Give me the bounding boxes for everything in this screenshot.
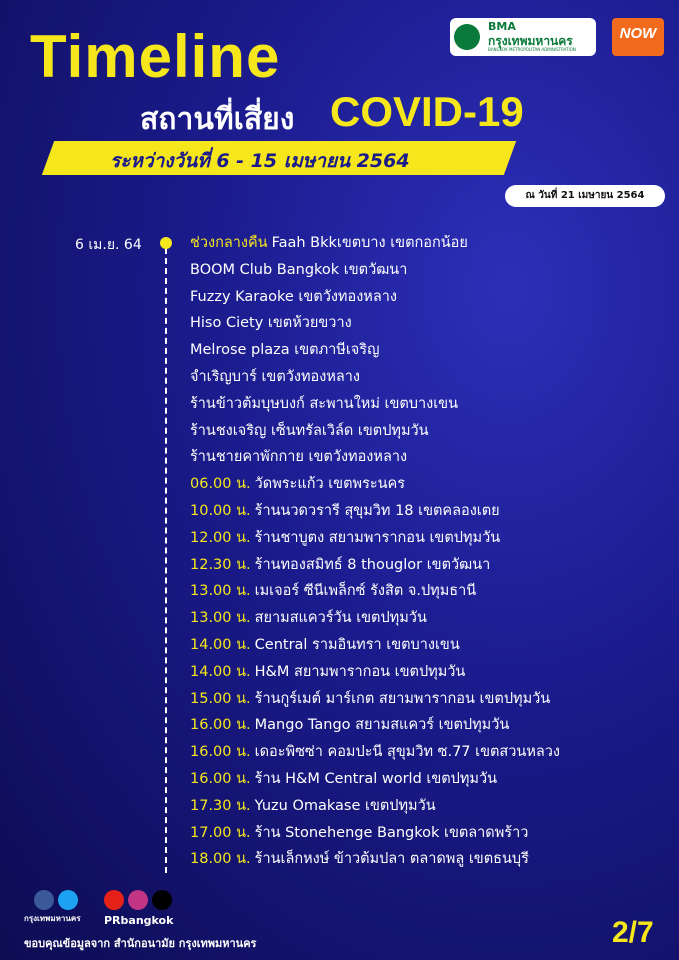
- timeline-item: 06.00 น. วัดพระแก้ว เขตพระนคร: [190, 472, 405, 495]
- tiktok-icon: [152, 890, 172, 910]
- item-text: ร้านข้าวต้มบุษบงก์ สะพานใหม่ เขตบางเขน: [190, 395, 458, 412]
- instagram-icon: [128, 890, 148, 910]
- item-time: 15.00 น.: [190, 690, 251, 707]
- bma-text: BMA: [488, 20, 516, 33]
- item-time: 06.00 น.: [190, 476, 251, 493]
- item-text: Fuzzy Karaoke เขตวังทองหลาง: [190, 288, 397, 305]
- item-text: ร้าน Stonehenge Bangkok เขตลาดพร้าว: [254, 824, 529, 841]
- item-text: ร้านกูร์เมต์ มาร์เกต สยามพารากอน เขตปทุม…: [254, 690, 551, 707]
- timeline-item: 17.30 น. Yuzu Omakase เขตปทุมวัน: [190, 794, 436, 817]
- now-logo: NOW: [612, 18, 664, 56]
- item-text: BOOM Club Bangkok เขตวัฒนา: [190, 261, 408, 278]
- item-time: 17.00 น.: [190, 824, 251, 841]
- item-text: ร้านชงเจริญ เซ็นทรัลเวิล์ด เขตปทุมวัน: [190, 422, 429, 439]
- timeline-item: 16.00 น. เดอะพิซซ่า คอมปะนี สุขุมวิท ซ.77…: [190, 740, 560, 763]
- footer-org: กรุงเทพมหานคร: [24, 914, 81, 923]
- item-time: 18.00 น.: [190, 851, 251, 868]
- timeline-dot: [160, 237, 172, 249]
- timeline-item: ร้านข้าวต้มบุษบงก์ สะพานใหม่ เขตบางเขน: [190, 392, 458, 415]
- item-text: ร้านทองสมิทธ์ 8 thouglor เขตวัฒนา: [254, 556, 491, 573]
- item-time: 17.30 น.: [190, 797, 251, 814]
- item-text: เดอะพิซซ่า คอมปะนี สุขุมวิท ซ.77 เขตสวนห…: [254, 744, 560, 761]
- item-text: ร้านชาบูตง สยามพารากอน เขตปทุมวัน: [254, 529, 501, 546]
- as-of-date: ณ วันที่ 21 เมษายน 2564: [505, 185, 665, 207]
- timeline-item: 14.00 น. Central รามอินทรา เขตบางเขน: [190, 633, 460, 656]
- twitter-icon: [58, 890, 78, 910]
- item-time: 16.00 น.: [190, 744, 251, 761]
- timeline-item: 10.00 น. ร้านนวดวรารี สุขุมวิท 18 เขตคลอง…: [190, 499, 500, 522]
- item-text: Hiso Ciety เขตห้วยขวาง: [190, 315, 352, 332]
- item-time: 16.00 น.: [190, 717, 251, 734]
- timeline-item: Hiso Ciety เขตห้วยขวาง: [190, 311, 352, 334]
- item-time: 12.30 น.: [190, 556, 251, 573]
- youtube-icon: [104, 890, 124, 910]
- item-text: H&M สยามพารากอน เขตปทุมวัน: [254, 663, 466, 680]
- timeline-item: 14.00 น. H&M สยามพารากอน เขตปทุมวัน: [190, 660, 465, 683]
- timeline-item: 16.00 น. ร้าน H&M Central world เขตปทุมวั…: [190, 767, 497, 790]
- footer-social: PRbangkok: [104, 914, 174, 927]
- timeline-item: Melrose plaza เขตภาษีเจริญ: [190, 338, 379, 361]
- timeline-item: 17.00 น. ร้าน Stonehenge Bangkok เขตลาดพร…: [190, 821, 528, 844]
- item-time: 10.00 น.: [190, 503, 251, 519]
- timeline-date: 6 เม.ย. 64: [75, 237, 142, 253]
- item-time: ช่วงกลางคืน: [190, 235, 268, 251]
- item-text: สยามสแควร์วัน เขตปทุมวัน: [254, 610, 427, 627]
- item-time: 14.00 น.: [190, 663, 251, 680]
- timeline-item: ร้านชงเจริญ เซ็นทรัลเวิล์ด เขตปทุมวัน: [190, 419, 429, 442]
- page-number: 2/7: [612, 916, 654, 949]
- item-text: Central รามอินทรา เขตบางเขน: [254, 637, 460, 653]
- item-text: ร้านนวดวรารี สุขุมวิท 18 เขตคลองเตย: [254, 503, 500, 519]
- bma-logo: BMA กรุงเทพมหานคร BANGKOK METROPOLITAN A…: [450, 18, 596, 56]
- timeline-item: ช่วงกลางคืน Faah Bkkเขตบาง เขตกอกน้อย: [190, 231, 468, 254]
- timeline-item: BOOM Club Bangkok เขตวัฒนา: [190, 258, 407, 281]
- subtitle-covid: COVID-19: [330, 88, 524, 135]
- date-range: ระหว่างวันที่ 6 - 15 เมษายน 2564: [110, 150, 410, 172]
- timeline-item: 12.00 น. ร้านชาบูตง สยามพารากอน เขตปทุมวั…: [190, 526, 500, 549]
- title: Timeline: [30, 23, 281, 90]
- timeline-item: 12.30 น. ร้านทองสมิทธ์ 8 thouglor เขตวัฒน…: [190, 553, 490, 576]
- timeline-item: จำเริญบาร์ เขตวังทองหลาง: [190, 365, 360, 388]
- item-text: วัดพระแก้ว เขตพระนคร: [254, 476, 406, 493]
- item-text: ร้านเล็กหงษ์ ข้าวต้มปลา ตลาดพลู เขตธนบุร…: [254, 851, 529, 868]
- bma-english: BANGKOK METROPOLITAN ADMINISTRATION: [488, 47, 576, 52]
- footer-source: ขอบคุณข้อมูลจาก สำนักอนามัย กรุงเทพมหานค…: [24, 937, 257, 950]
- subtitle: สถานที่เสี่ยง: [140, 102, 295, 137]
- timeline-item: 13.00 น. สยามสแควร์วัน เขตปทุมวัน: [190, 606, 427, 629]
- item-text: Mango Tango สยามสแควร์ เขตปทุมวัน: [254, 717, 510, 734]
- item-time: 12.00 น.: [190, 529, 251, 546]
- item-time: 13.00 น.: [190, 583, 251, 600]
- item-text: ร้าน H&M Central world เขตปทุมวัน: [254, 771, 498, 787]
- item-time: 14.00 น.: [190, 637, 251, 653]
- timeline-item: Fuzzy Karaoke เขตวังทองหลาง: [190, 285, 397, 308]
- item-text: Melrose plaza เขตภาษีเจริญ: [190, 342, 380, 359]
- bma-emblem: [454, 24, 480, 50]
- item-time: 13.00 น.: [190, 610, 251, 627]
- item-text: ร้านชายคาพักกาย เขตวังทองหลาง: [190, 449, 408, 466]
- item-text: Faah Bkkเขตบาง เขตกอกน้อย: [271, 235, 468, 251]
- timeline-line: [165, 248, 167, 873]
- item-text: เมเจอร์ ซีนีเพล็กซ์ รังสิต จ.ปทุมธานี: [254, 583, 477, 600]
- facebook-icon: [34, 890, 54, 910]
- item-text: Yuzu Omakase เขตปทุมวัน: [254, 797, 436, 814]
- bma-thai: กรุงเทพมหานคร: [488, 34, 573, 48]
- timeline-item: 16.00 น. Mango Tango สยามสแควร์ เขตปทุมวั…: [190, 713, 509, 736]
- timeline-item: 18.00 น. ร้านเล็กหงษ์ ข้าวต้มปลา ตลาดพลู …: [190, 847, 529, 870]
- timeline-item: ร้านชายคาพักกาย เขตวังทองหลาง: [190, 445, 407, 468]
- timeline-item: 15.00 น. ร้านกูร์เมต์ มาร์เกต สยามพารากอน…: [190, 687, 550, 710]
- item-time: 16.00 น.: [190, 771, 251, 787]
- timeline-item: 13.00 น. เมเจอร์ ซีนีเพล็กซ์ รังสิต จ.ปทุ…: [190, 579, 476, 602]
- item-text: จำเริญบาร์ เขตวังทองหลาง: [190, 369, 360, 385]
